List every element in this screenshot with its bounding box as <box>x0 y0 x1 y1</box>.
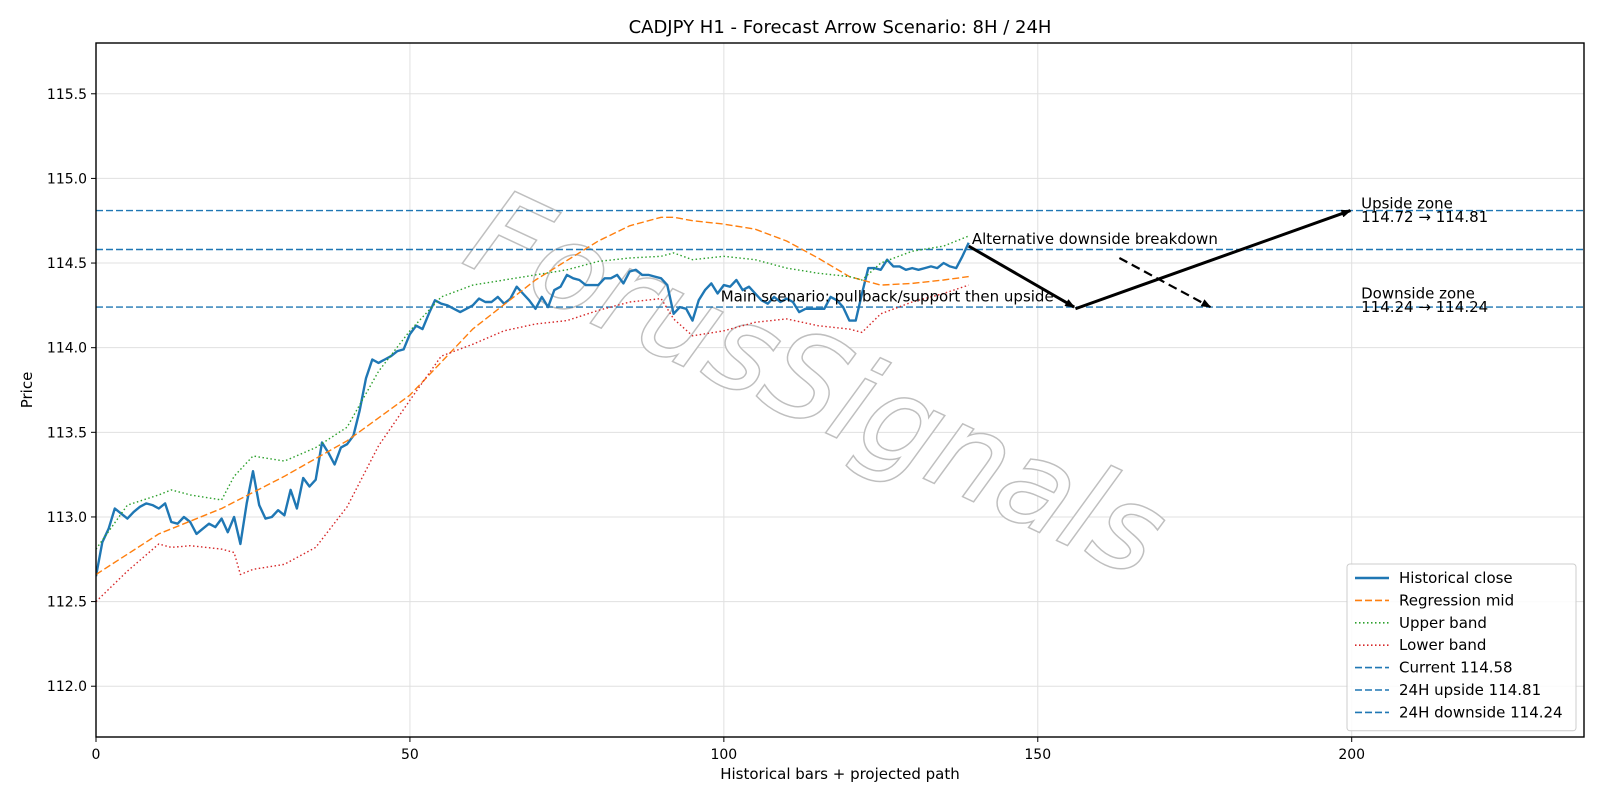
y-tick-label: 113.0 <box>47 510 87 526</box>
y-tick-label: 113.5 <box>47 425 87 441</box>
series-lower-band <box>96 284 969 603</box>
alt-arrow <box>1118 257 1212 309</box>
horizontal-levels <box>96 209 1584 308</box>
series-upper-band <box>96 235 969 550</box>
downside-zone-range: 114.24 → 114.24 <box>1361 298 1488 316</box>
plot-frame <box>95 42 1585 738</box>
downside-zone-title: Downside zone <box>1361 284 1475 302</box>
y-tick-label: 114.5 <box>47 256 87 272</box>
legend-box <box>1346 563 1577 732</box>
main-arrow-1 <box>967 244 1076 309</box>
upside-zone-range: 114.72 → 114.81 <box>1361 208 1488 226</box>
x-tick-label: 100 <box>710 747 737 763</box>
legend-label: Upper band <box>1399 614 1487 632</box>
legend-label: Current 114.58 <box>1399 659 1513 677</box>
legend: Historical close Regression mid Upper band… <box>1346 563 1577 732</box>
legend-label: Lower band <box>1399 636 1486 654</box>
y-axis: 112.0 112.5 113.0 113.5 114.0 114.5 115.0 115.5 <box>47 87 96 695</box>
legend-label: Historical close <box>1399 569 1513 587</box>
main-arrow-2 <box>1074 209 1352 311</box>
alternative-scenario-label: Alternative downside breakdown <box>972 230 1218 248</box>
legend-label: Regression mid <box>1399 591 1514 609</box>
x-tick-label: 0 <box>92 747 101 763</box>
y-tick-label: 115.5 <box>47 87 87 103</box>
y-tick-label: 112.0 <box>47 679 87 695</box>
y-axis-label: Price <box>18 372 36 409</box>
x-tick-label: 200 <box>1338 747 1365 763</box>
chart-title: CADJPY H1 - Forecast Arrow Scenario: 8H … <box>629 17 1052 38</box>
gridlines <box>95 43 1584 737</box>
x-axis-label: Historical bars + projected path <box>720 765 960 783</box>
series-regression-mid <box>96 216 969 576</box>
arrows-group <box>967 209 1352 311</box>
series-group <box>96 216 970 603</box>
watermark: ForusSignals <box>449 162 1186 604</box>
x-tick-label: 50 <box>401 747 419 763</box>
series-historical-close <box>96 242 970 577</box>
y-tick-label: 114.0 <box>47 341 87 357</box>
x-tick-label: 150 <box>1024 747 1051 763</box>
legend-label: 24H downside 114.24 <box>1399 703 1563 721</box>
legend-label: 24H upside 114.81 <box>1399 681 1541 699</box>
main-scenario-label: Main scenario: pullback/support then ups… <box>721 288 1054 306</box>
upside-zone-title: Upside zone <box>1361 195 1453 213</box>
y-tick-label: 115.0 <box>47 171 87 187</box>
y-tick-label: 112.5 <box>47 595 87 611</box>
x-axis: 0 50 100 150 200 <box>92 737 1365 763</box>
